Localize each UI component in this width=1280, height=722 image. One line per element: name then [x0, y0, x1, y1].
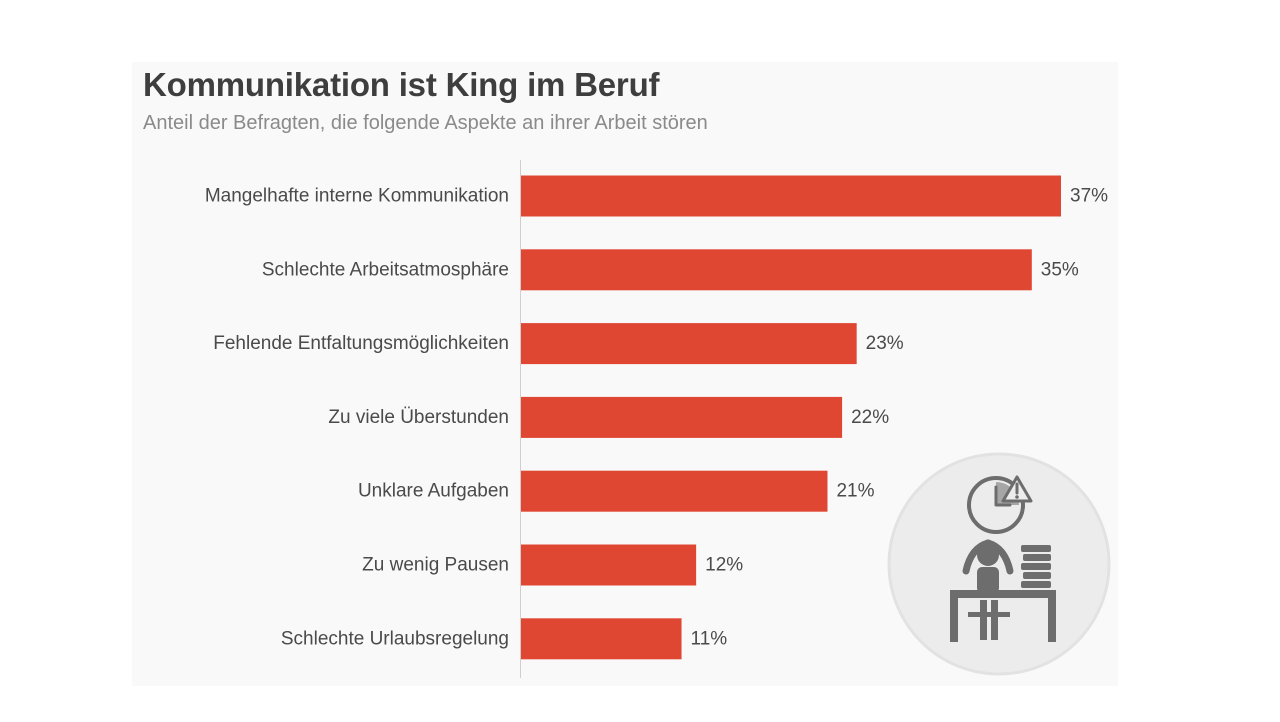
category-label: Zu wenig Pausen	[362, 555, 509, 576]
value-label: 35%	[1041, 259, 1079, 280]
category-label: Schlechte Urlaubsregelung	[281, 628, 509, 649]
stressed-worker-icon	[887, 452, 1111, 676]
bar	[521, 396, 843, 438]
bar	[521, 470, 828, 512]
category-label: Schlechte Arbeitsatmosphäre	[262, 259, 509, 280]
bar	[521, 618, 682, 660]
bar	[521, 544, 697, 586]
category-label: Unklare Aufgaben	[358, 481, 509, 502]
bar	[521, 175, 1061, 217]
category-label: Mangelhafte interne Kommunikation	[205, 186, 509, 207]
value-label: 37%	[1070, 186, 1108, 207]
value-label: 12%	[705, 555, 743, 576]
bar	[521, 249, 1032, 291]
bar	[521, 323, 857, 365]
category-label: Fehlende Entfaltungsmöglichkeiten	[213, 333, 509, 354]
value-label: 11%	[691, 628, 728, 649]
value-label: 22%	[851, 407, 889, 428]
value-label: 23%	[866, 333, 904, 354]
chart-subtitle: Anteil der Befragten, die folgende Aspek…	[143, 112, 708, 134]
bars-layer: Mangelhafte interne Kommunikation 37% Schl…	[205, 175, 1108, 660]
chart-title: Kommunikation ist King im Beruf	[143, 66, 660, 103]
value-label: 21%	[836, 481, 874, 502]
category-label: Zu viele Überstunden	[328, 407, 509, 428]
